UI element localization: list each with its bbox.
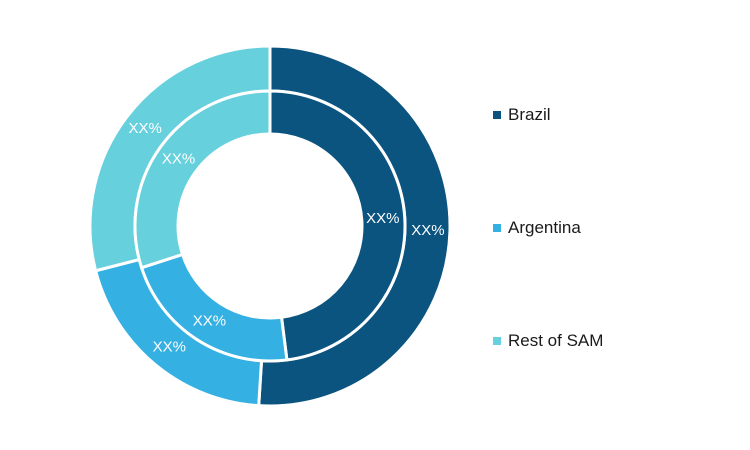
inner-ring-slice-rest-of-sam <box>133 89 272 270</box>
outer-ring-label-brazil: XX% <box>411 222 444 239</box>
inner-ring-label-rest-of-sam: XX% <box>162 151 195 168</box>
legend-item-brazil: Brazil <box>493 104 551 126</box>
legend-label-brazil: Brazil <box>508 105 551 124</box>
legend: Brazil Argentina Rest of SAM <box>493 0 733 450</box>
inner-ring-slice-brazil <box>268 89 407 362</box>
outer-ring-label-argentina: XX% <box>153 339 186 356</box>
legend-item-rest-of-sam: Rest of SAM <box>493 330 603 352</box>
inner-ring-label-brazil: XX% <box>366 210 399 227</box>
inner-ring-label-argentina: XX% <box>193 312 226 329</box>
legend-label-argentina: Argentina <box>508 218 581 237</box>
legend-swatch-argentina <box>493 224 501 232</box>
legend-label-rest-of-sam: Rest of SAM <box>508 331 604 350</box>
legend-item-argentina: Argentina <box>493 217 581 239</box>
legend-swatch-rest-of-sam <box>493 337 501 345</box>
legend-swatch-brazil <box>493 111 501 119</box>
outer-ring-label-rest-of-sam: XX% <box>128 120 161 137</box>
